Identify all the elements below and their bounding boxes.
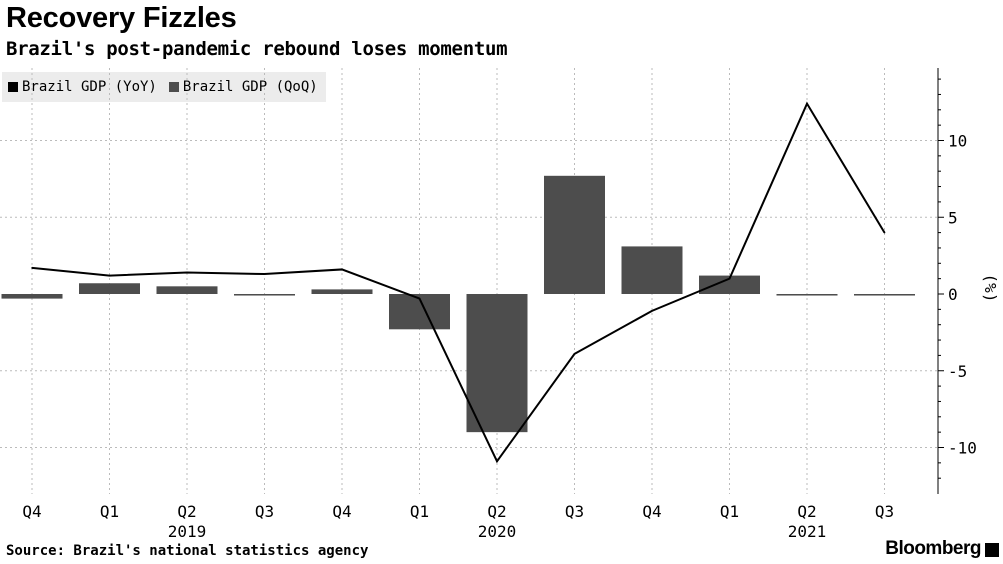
x-tick-label: Q2 [797,502,816,521]
gdp-chart: 10 5 0 -5 -10 (%) Q4 Q1 Q2 Q3 Q4 Q1 Q2 Q3 Q4 Q1 Q2 Q3 2019… [0,68,1000,540]
x-tick-label: Q2 [177,502,196,521]
point-yoy [263,273,266,275]
y-axis-label: (%) [981,274,1000,303]
x-tick-label: Q4 [332,502,351,521]
bar-qoq [1,294,63,299]
x-year-label: 2021 [788,522,827,540]
point-yoy [186,271,188,274]
bar-qoq [854,294,915,296]
x-year-label: 2019 [168,522,207,540]
point-yoy [651,310,653,312]
bar-qoq [156,286,218,294]
bloomberg-mark-icon [985,543,999,557]
x-tick-label: Q4 [22,502,41,521]
x-tick-label: Q3 [255,502,274,521]
legend-label-qoq: Brazil GDP (QoQ) [182,79,318,95]
legend-swatch-qoq [168,82,179,92]
y-tick-label: -10 [948,439,977,458]
point-yoy [573,353,576,355]
legend-item-yoy: Brazil GDP (YoY) [8,79,157,95]
point-yoy [108,274,111,277]
bloomberg-logo: Bloomberg [885,538,981,559]
x-tick-label: Q4 [642,502,661,521]
y-tick-label: 5 [948,208,958,227]
point-yoy [31,267,33,269]
bar-qoq [621,246,683,294]
bar-qoq [699,275,760,294]
bar-qoq [234,294,295,296]
source-note: Source: Brazil's national statistics age… [6,543,369,559]
legend-swatch-yoy [8,82,18,92]
bar-qoq [544,175,605,294]
y-tick-label: 10 [948,132,967,151]
legend: Brazil GDP (YoY) Brazil GDP (QoQ) [2,72,326,102]
chart-subtitle: Brazil's post-pandemic rebound loses mom… [6,38,508,60]
point-yoy [883,231,886,234]
x-tick-label: Q3 [875,502,894,521]
bar-qoq [776,294,838,296]
bar-qoq [311,289,373,294]
x-tick-label: Q1 [410,502,429,521]
point-yoy [418,297,421,300]
x-tick-label: Q1 [100,502,119,521]
chart-title: Recovery Fizzles [6,2,237,34]
x-tick-label: Q3 [565,502,584,521]
bar-qoq [79,283,140,294]
y-tick-label: 0 [948,285,958,304]
y-tick-label: -5 [948,362,967,381]
x-tick-label: Q2 [487,502,506,521]
legend-item-qoq: Brazil GDP (QoQ) [168,79,318,95]
x-year-label: 2020 [478,522,517,540]
point-yoy [728,277,731,280]
legend-label-yoy: Brazil GDP (YoY) [22,79,157,95]
bar-qoq [466,294,528,433]
point-yoy [496,460,498,463]
line-yoy [31,101,886,464]
x-tick-label: Q1 [720,502,739,521]
point-yoy [341,268,343,271]
point-yoy [806,102,808,105]
